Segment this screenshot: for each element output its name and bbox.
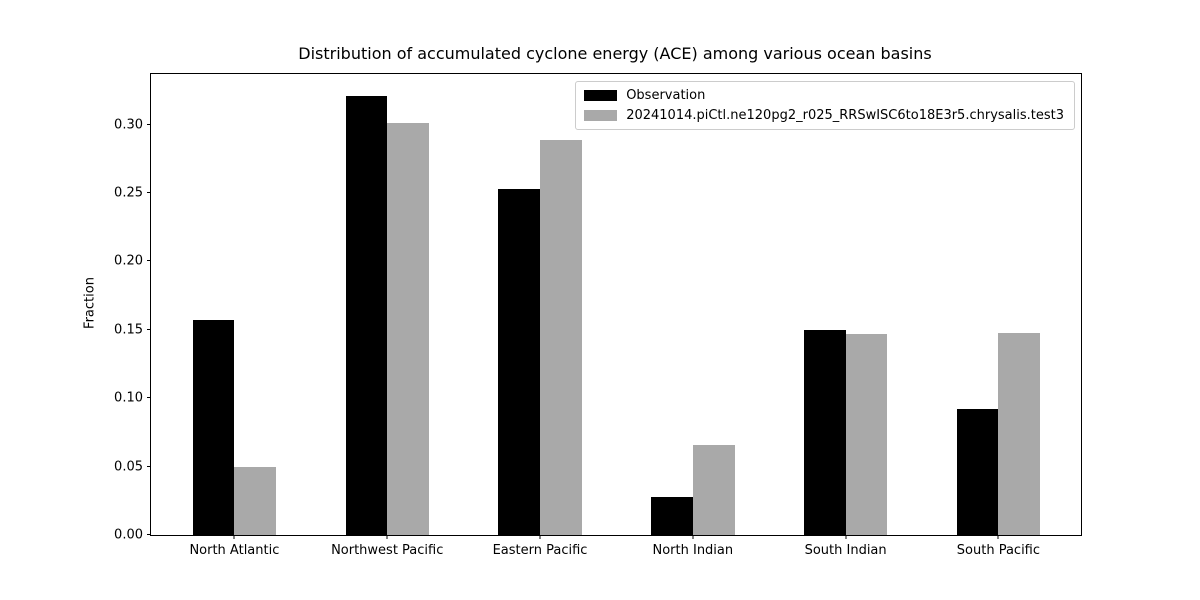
x-tick-label: North Indian xyxy=(652,543,734,558)
x-tick-label: Northwest Pacific xyxy=(331,543,444,558)
x-tick-mark xyxy=(845,535,847,539)
bar-observation xyxy=(345,95,388,535)
bar-model xyxy=(540,139,582,535)
y-tick-label: 0.10 xyxy=(114,390,143,406)
legend-row: 20241014.piCtl.ne120pg2_r025_RRSwISC6to1… xyxy=(584,108,1064,123)
x-tick-mark xyxy=(386,535,388,539)
y-tick-label: 0.15 xyxy=(114,322,143,338)
y-tick-mark xyxy=(147,465,151,467)
bar-observation xyxy=(651,496,693,535)
y-tick-label: 0.25 xyxy=(114,185,143,201)
y-tick-mark xyxy=(147,534,151,535)
legend-label: Observation xyxy=(626,88,706,103)
bar-observation xyxy=(956,409,999,535)
legend-row: Observation xyxy=(584,88,1064,103)
chart-title: Distribution of accumulated cyclone ener… xyxy=(298,44,932,63)
legend-swatch xyxy=(584,90,618,101)
x-tick-label: South Pacific xyxy=(956,543,1041,558)
y-tick-label: 0.05 xyxy=(114,459,143,475)
bar-observation xyxy=(498,188,540,535)
bar-model xyxy=(998,332,1041,535)
bar-model xyxy=(845,333,888,535)
legend: Observation 20241014.piCtl.ne120pg2_r025_… xyxy=(575,81,1075,130)
y-tick-label: 0.20 xyxy=(114,253,143,269)
x-tick-label: North Atlantic xyxy=(189,543,280,558)
y-tick-label: 0.00 xyxy=(114,527,143,543)
bar-observation xyxy=(192,320,235,535)
plot-area: 0.00 0.05 0.10 0.15 0.20 0.25 0.30 North Atlan… xyxy=(114,73,1082,558)
y-tick-mark xyxy=(147,397,151,399)
y-tick-mark xyxy=(147,192,151,194)
x-tick-label: South Indian xyxy=(804,543,887,558)
bar-model xyxy=(692,444,735,535)
y-axis-label: Fraction xyxy=(82,277,98,329)
x-tick-mark xyxy=(692,535,694,539)
legend-swatch xyxy=(584,110,618,121)
y-tick-label: 0.30 xyxy=(114,117,143,133)
x-tick-mark xyxy=(539,535,541,539)
x-tick-mark xyxy=(233,535,235,539)
bar-model xyxy=(387,123,429,535)
bar-model xyxy=(234,466,277,535)
y-tick-mark xyxy=(147,328,151,330)
y-tick-mark xyxy=(147,123,151,125)
bar-observation xyxy=(803,329,846,535)
x-tick-label: Eastern Pacific xyxy=(492,543,588,558)
legend-label: 20241014.piCtl.ne120pg2_r025_RRSwISC6to1… xyxy=(626,108,1064,123)
x-tick-mark xyxy=(997,535,999,539)
y-tick-mark xyxy=(147,260,151,262)
